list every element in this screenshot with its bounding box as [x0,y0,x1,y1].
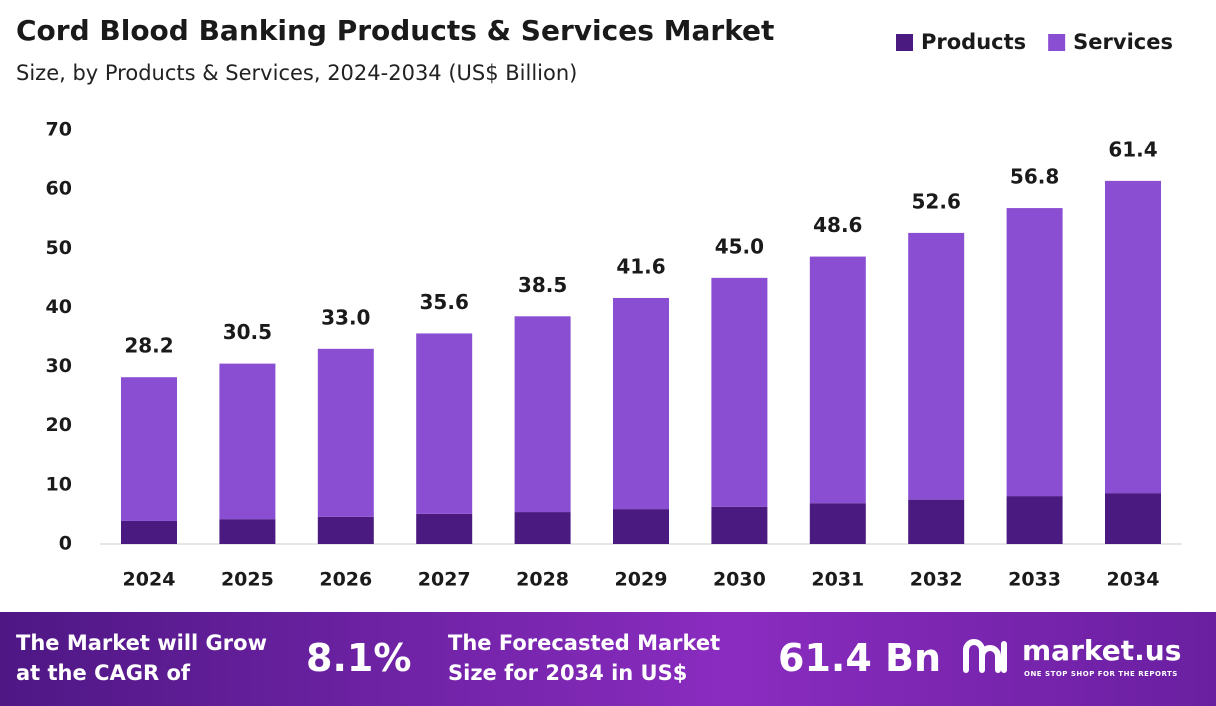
total-label: 30.5 [223,320,272,344]
y-tick-label: 60 [46,178,72,200]
total-label: 41.6 [616,254,665,278]
total-label: 33.0 [321,305,370,329]
bar-segment [317,348,374,517]
bar-segment [416,513,473,544]
total-label: 48.6 [813,213,862,237]
logo-icon [963,639,1007,673]
cagr-value: 8.1% [306,636,412,680]
total-label: 38.5 [518,273,567,297]
bar-segment [711,506,768,544]
y-tick-label: 50 [46,237,72,259]
x-tick-label: 2026 [319,569,372,591]
bar-segment [1105,180,1161,494]
total-label: 52.6 [912,189,961,213]
forecast-text: The Forecasted Market Size for 2034 in U… [448,631,721,685]
x-tick-label: 2030 [713,569,766,591]
chart-subtitle: Size, by Products & Services, 2024-2034 … [16,61,577,85]
bar-segment [219,519,276,544]
bar-segment [219,363,276,520]
bar-segment [514,316,571,513]
y-tick-label: 10 [46,473,72,495]
bar-segment [809,503,866,544]
x-tick-label: 2031 [811,569,864,591]
footer-banner: The Market will Grow at the CAGR of 8.1%… [0,612,1216,706]
chart-title: Cord Blood Banking Products & Services M… [16,14,774,47]
bar-segment [1006,208,1063,497]
cagr-text: The Market will Grow at the CAGR of [16,631,267,685]
legend-label: Services [1073,30,1173,54]
bar-segment [809,256,866,504]
y-tick-label: 30 [46,355,72,377]
y-tick-label: 20 [46,414,72,436]
tagline: ONE STOP SHOP FOR THE REPORTS [1024,670,1178,678]
bar-segment [613,297,669,510]
bar-segment [1006,496,1063,544]
chart: Cord Blood Banking Products & Services M… [16,14,1182,591]
bar-segment [416,333,473,514]
logo: market.us [1022,634,1182,667]
x-tick-label: 2027 [418,569,471,591]
total-label: 28.2 [124,334,173,358]
bar-segment [908,232,965,500]
forecast-value: 61.4 Bn [778,636,942,680]
legend-swatch [1048,34,1066,51]
x-tick-label: 2034 [1107,569,1160,591]
bar-segment [908,499,965,544]
total-label: 61.4 [1108,137,1157,161]
bar-segment [613,509,669,544]
total-label: 35.6 [420,290,469,314]
bar-segment [514,512,571,544]
legend-swatch [896,34,913,51]
x-tick-label: 2024 [123,569,176,591]
y-tick-label: 0 [59,533,72,555]
x-tick-label: 2033 [1008,569,1061,591]
y-tick-label: 40 [46,296,72,318]
x-tick-label: 2029 [615,569,668,591]
bar-segment [1105,493,1161,544]
bar-segment [121,520,177,544]
bar-segment [711,277,768,507]
y-tick-label: 70 [46,119,72,141]
x-tick-label: 2028 [516,569,569,591]
bar-segment [121,377,177,521]
bar-segment [317,516,374,544]
legend-label: Products [921,30,1026,54]
total-label: 45.0 [715,234,764,258]
x-tick-label: 2025 [221,569,274,591]
x-tick-label: 2032 [910,569,963,591]
total-label: 56.8 [1010,165,1059,189]
